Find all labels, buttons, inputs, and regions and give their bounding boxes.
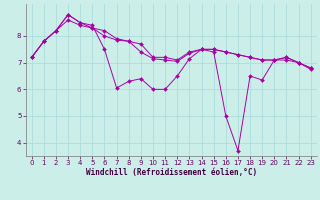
X-axis label: Windchill (Refroidissement éolien,°C): Windchill (Refroidissement éolien,°C) xyxy=(86,168,257,177)
